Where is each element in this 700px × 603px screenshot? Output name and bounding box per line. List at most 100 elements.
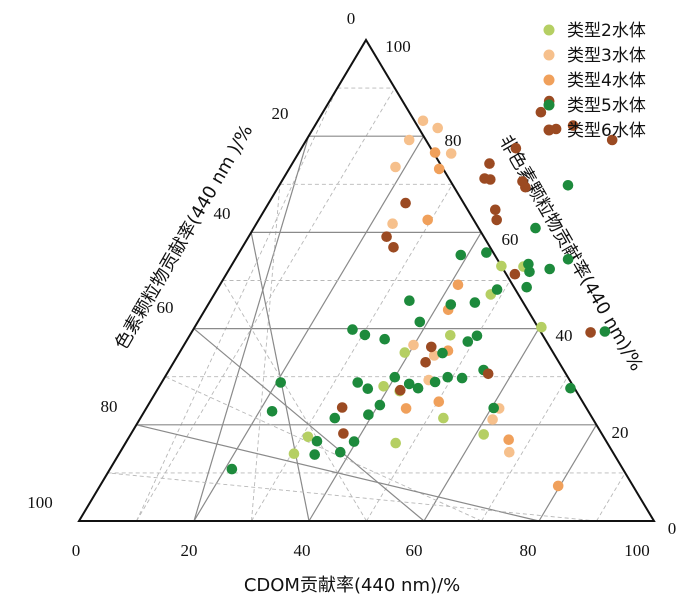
- legend-label: 类型6水体: [567, 121, 646, 141]
- legend-marker: [543, 49, 555, 61]
- legend-label: 类型4水体: [567, 71, 646, 91]
- data-point: [524, 266, 535, 278]
- data-point: [503, 434, 514, 446]
- data-point: [484, 158, 495, 169]
- legend-marker: [543, 74, 555, 86]
- data-point: [335, 446, 346, 458]
- bottom-tick-label: 20: [181, 541, 198, 560]
- left-tick-label: 40: [214, 204, 231, 223]
- data-point: [606, 134, 618, 146]
- data-point: [388, 242, 399, 253]
- legend-marker: [543, 24, 555, 36]
- chart-grid: [107, 87, 626, 522]
- data-point: [408, 339, 419, 351]
- data-point: [429, 147, 441, 158]
- data-point: [433, 163, 445, 175]
- data-point: [426, 341, 437, 353]
- data-point: [521, 281, 532, 293]
- data-point: [302, 431, 314, 443]
- right-tick-label: 0: [668, 519, 677, 538]
- grid-line-minor: [222, 280, 367, 522]
- data-point: [490, 204, 501, 216]
- data-point: [445, 148, 457, 159]
- data-point: [309, 449, 321, 460]
- legend-label: 类型5水体: [567, 96, 646, 116]
- data-point: [390, 437, 402, 449]
- grid-line: [538, 424, 597, 522]
- grid-line: [136, 424, 540, 522]
- right-tick-label: 20: [612, 423, 629, 442]
- data-point: [536, 321, 547, 333]
- data-point: [412, 382, 424, 394]
- legend-marker: [543, 99, 555, 111]
- data-point: [478, 429, 490, 440]
- data-point: [374, 399, 386, 411]
- triangle-frame: [77, 38, 656, 522]
- data-point: [509, 268, 521, 280]
- bottom-tick-label: 60: [406, 541, 423, 560]
- right-tick-label: 100: [385, 37, 411, 56]
- bottom-tick-label: 80: [520, 541, 537, 560]
- data-point: [288, 448, 300, 460]
- bottom-tick-label: 0: [72, 541, 81, 560]
- right-tick-label: 40: [556, 326, 573, 345]
- data-point: [338, 428, 349, 439]
- data-point: [530, 222, 541, 234]
- data-point: [437, 347, 448, 359]
- grid-line: [423, 328, 540, 522]
- right-tick-label: 60: [502, 230, 519, 249]
- data-point: [552, 480, 564, 492]
- data-point: [359, 329, 371, 341]
- data-point: [482, 368, 494, 380]
- left-axis-title: 色素颗粒物贡献率(440 nm )/%: [111, 121, 257, 353]
- data-point: [433, 396, 445, 408]
- data-point: [389, 371, 401, 383]
- data-point: [336, 402, 348, 413]
- data-point: [429, 376, 441, 388]
- left-tick-label: 0: [347, 9, 356, 28]
- data-point: [352, 377, 364, 388]
- right-tick-label: 80: [445, 131, 462, 150]
- data-point: [400, 403, 412, 414]
- grid-line-minor: [164, 376, 482, 522]
- data-point: [487, 414, 498, 425]
- data-point: [471, 330, 483, 342]
- data-point: [347, 324, 358, 335]
- data-point: [420, 357, 431, 368]
- left-tick-label: 60: [157, 298, 174, 317]
- grid-line-minor: [251, 184, 453, 522]
- legend-marker: [543, 124, 555, 136]
- data-point: [387, 218, 398, 229]
- data-point: [567, 120, 579, 131]
- data-point: [400, 197, 411, 209]
- data-point: [417, 115, 429, 127]
- grid-line-minor: [481, 376, 568, 522]
- data-point: [469, 297, 481, 308]
- data-point: [544, 263, 555, 275]
- data-point: [442, 371, 454, 383]
- grid-line-minor: [107, 472, 597, 522]
- data-point: [562, 180, 574, 191]
- data-points: [226, 95, 618, 492]
- data-point: [428, 350, 440, 361]
- bottom-axis-title: CDOM贡献率(440 nm)/%: [244, 575, 460, 596]
- data-point: [275, 377, 287, 388]
- data-point: [491, 284, 503, 295]
- left-tick-label: 100: [27, 493, 53, 512]
- data-point: [562, 253, 574, 265]
- data-point: [422, 214, 434, 226]
- data-point: [462, 336, 474, 347]
- data-point: [455, 249, 467, 261]
- data-point: [504, 446, 515, 458]
- data-point: [432, 122, 444, 134]
- data-point: [485, 174, 496, 185]
- data-point: [510, 142, 522, 154]
- left-tick-label: 20: [272, 104, 289, 123]
- data-point: [481, 247, 492, 258]
- data-point: [496, 260, 507, 272]
- data-point: [363, 409, 374, 421]
- data-point: [491, 214, 503, 226]
- data-point: [403, 134, 415, 146]
- data-point: [399, 347, 411, 358]
- data-point: [438, 412, 449, 424]
